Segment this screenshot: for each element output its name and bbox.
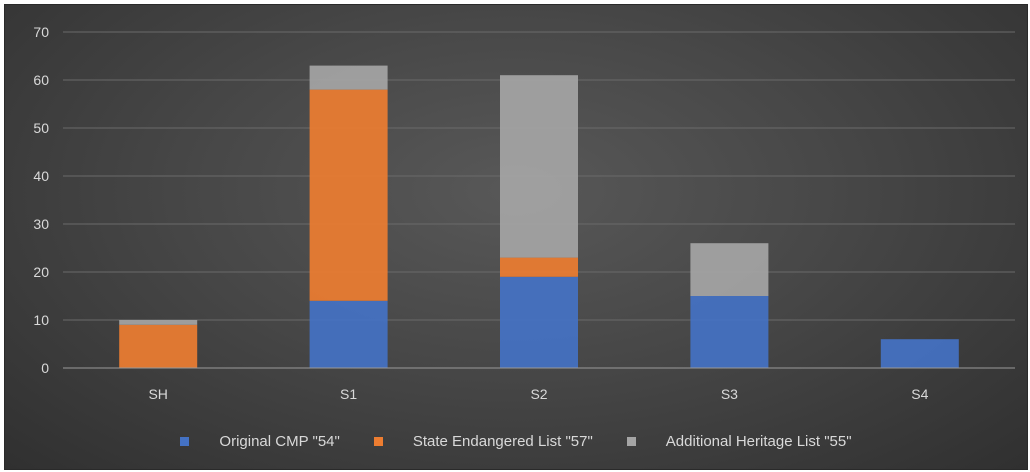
y-tick-label: 70 xyxy=(33,24,49,40)
bar-segment-s1-series-2 xyxy=(309,65,388,90)
bar-segment-sh-series-1 xyxy=(119,324,198,368)
bar-segment-s4-series-0 xyxy=(880,339,959,368)
chart-area: 0 10 20 30 40 50 60 70 SH S1 S2 S3 S4 Original CMP … xyxy=(4,4,1028,470)
bar-segment-s2-series-2 xyxy=(500,75,578,258)
y-tick-label: 30 xyxy=(33,216,49,232)
y-tick-label: 60 xyxy=(33,72,49,88)
x-tick-label: S1 xyxy=(340,386,357,402)
x-axis-ticks: SH S1 S2 S3 S4 xyxy=(148,386,928,402)
bar-segment-sh-series-2 xyxy=(119,320,198,325)
bar-segment-s3-series-2 xyxy=(690,243,769,296)
bar-segment-s1-series-0 xyxy=(309,300,388,368)
legend-label: Additional Heritage List "55" xyxy=(665,433,852,450)
x-tick-label: S4 xyxy=(911,386,928,402)
y-axis-ticks: 0 10 20 30 40 50 60 70 xyxy=(33,24,49,376)
legend-swatch-orange xyxy=(373,437,383,446)
bar-segment-s2-series-1 xyxy=(500,257,578,277)
y-tick-label: 50 xyxy=(33,120,49,136)
legend-item-original-cmp: Original CMP "54" xyxy=(180,433,340,450)
x-tick-label: S3 xyxy=(721,386,738,402)
bar-segment-s3-series-0 xyxy=(690,296,769,368)
y-tick-label: 20 xyxy=(33,264,49,280)
bars xyxy=(119,65,959,368)
legend-label: Original CMP "54" xyxy=(219,433,340,450)
stacked-bar-chart: 0 10 20 30 40 50 60 70 SH S1 S2 S3 S4 xyxy=(33,24,1015,402)
legend-swatch-gray xyxy=(626,437,636,446)
x-tick-label: SH xyxy=(148,386,167,402)
bar-segment-s1-series-1 xyxy=(309,89,388,301)
y-tick-label: 40 xyxy=(33,168,49,184)
legend-item-state-endangered: State Endangered List "57" xyxy=(373,433,593,450)
legend-swatch-blue xyxy=(180,437,190,446)
legend-label: State Endangered List "57" xyxy=(412,433,593,450)
bar-segment-s2-series-0 xyxy=(500,276,578,368)
legend: Original CMP "54" State Endangered List … xyxy=(5,433,1027,450)
y-tick-label: 0 xyxy=(41,360,49,376)
x-tick-label: S2 xyxy=(530,386,547,402)
y-tick-label: 10 xyxy=(33,312,49,328)
legend-item-additional-heritage: Additional Heritage List "55" xyxy=(626,433,852,450)
